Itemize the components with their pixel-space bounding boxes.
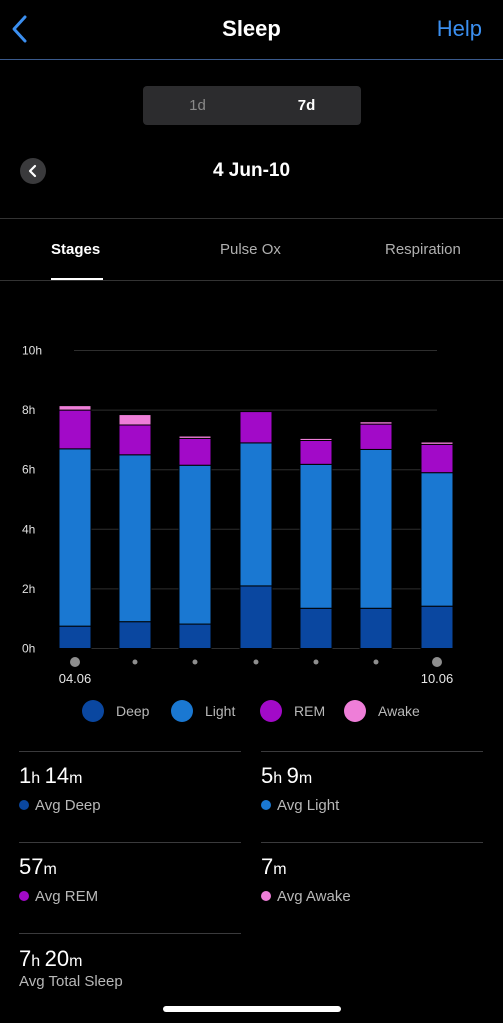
legend-swatch-rem	[260, 700, 282, 722]
x-axis-day-dot[interactable]	[132, 659, 138, 665]
bar-segment-deep[interactable]	[359, 607, 393, 649]
date-range-label: 4 Jun-10	[212, 160, 291, 181]
tab-stages[interactable]: Stages	[51, 241, 101, 258]
bar-segment-deep[interactable]	[239, 585, 273, 649]
deep-dot-icon	[19, 800, 29, 810]
tab-respiration[interactable]: Respiration	[385, 241, 461, 258]
bar-segment-rem[interactable]	[178, 437, 212, 466]
metric-tabs: Stages Pulse Ox Respiration	[0, 218, 503, 281]
bar-segment-awake[interactable]	[178, 435, 212, 439]
bar-segment-rem[interactable]	[420, 443, 454, 474]
stat-divider	[261, 751, 483, 752]
x-tick-label: 04.06	[59, 671, 92, 686]
bar-segment-rem[interactable]	[118, 424, 152, 456]
avg-total-sleep-label: Avg Total Sleep	[19, 973, 123, 990]
legend-swatch-awake	[344, 700, 366, 722]
previous-period-button[interactable]	[20, 158, 46, 184]
bar-segment-rem[interactable]	[359, 423, 393, 450]
y-tick-label: 10h	[22, 344, 42, 358]
y-tick-label: 2h	[22, 582, 35, 596]
legend-swatch-light	[171, 700, 193, 722]
bar-segment-light[interactable]	[58, 448, 92, 627]
legend-swatch-deep	[82, 700, 104, 722]
legend-label-deep: Deep	[116, 703, 150, 719]
bar-segment-light[interactable]	[299, 463, 333, 609]
avg-light-value: 5h 9m	[261, 763, 313, 788]
avg-total-sleep-value: 7h 20m	[19, 946, 83, 971]
avg-deep-value: 1h 14m	[19, 763, 83, 788]
x-axis-day-dot[interactable]	[253, 659, 259, 665]
bar-segment-light[interactable]	[118, 454, 152, 623]
chevron-left-icon	[28, 164, 37, 178]
legend-label-light: Light	[205, 703, 236, 719]
avg-awake-value: 7m	[261, 854, 287, 879]
bar-segment-awake[interactable]	[118, 414, 152, 426]
legend-label-rem: REM	[294, 703, 326, 719]
bar-segment-deep[interactable]	[58, 625, 92, 649]
x-axis-day-dot[interactable]	[373, 659, 379, 665]
chevron-left-icon	[12, 15, 27, 43]
y-tick-label: 8h	[22, 403, 35, 417]
stat-divider	[261, 842, 483, 843]
header: Sleep Help	[0, 0, 503, 60]
stat-divider	[19, 933, 241, 934]
bar-segment-awake[interactable]	[420, 441, 454, 445]
rem-dot-icon	[19, 891, 29, 901]
date-navigation: 4 Jun-10	[0, 155, 503, 189]
bar-segment-deep[interactable]	[118, 621, 152, 649]
stat-divider	[19, 751, 241, 752]
bar-segment-rem[interactable]	[299, 439, 333, 465]
awake-dot-icon	[261, 891, 271, 901]
avg-light-label: Avg Light	[261, 797, 339, 814]
bar-segment-awake[interactable]	[359, 421, 393, 425]
bar-segment-light[interactable]	[178, 464, 212, 625]
x-axis-day-dot[interactable]	[432, 657, 442, 667]
bar-segment-awake[interactable]	[58, 405, 92, 411]
y-tick-label: 6h	[22, 463, 35, 477]
help-link[interactable]: Help	[436, 16, 482, 41]
range-option-1d[interactable]: 1d	[189, 97, 206, 114]
stat-divider	[19, 842, 241, 843]
avg-awake-label: Avg Awake	[261, 888, 351, 905]
bar-segment-deep[interactable]	[420, 605, 454, 649]
bar-segment-awake[interactable]	[299, 437, 333, 441]
legend-label-awake: Awake	[378, 703, 420, 719]
home-indicator	[163, 1006, 341, 1012]
sleep-stages-chart: 0h 2h 4h 6h 8h 10h 04.06 10.06	[22, 344, 454, 686]
active-tab-indicator	[51, 278, 103, 280]
x-axis-day-dot[interactable]	[192, 659, 198, 665]
bar-segment-rem[interactable]	[239, 411, 273, 444]
bar-segment-light[interactable]	[239, 442, 273, 587]
page-title: Sleep	[222, 16, 281, 41]
bar-segment-light[interactable]	[359, 448, 393, 609]
chart-legend: Deep Light REM Awake	[0, 698, 503, 724]
bar-segment-deep[interactable]	[299, 607, 333, 649]
x-tick-label: 10.06	[421, 671, 454, 686]
range-option-7d[interactable]: 7d	[297, 97, 316, 114]
bar-segment-deep[interactable]	[178, 623, 212, 649]
avg-rem-label: Avg REM	[19, 888, 98, 905]
bar-segment-rem[interactable]	[58, 409, 92, 450]
tab-pulse-ox[interactable]: Pulse Ox	[220, 241, 281, 258]
back-button[interactable]	[8, 12, 32, 46]
range-toggle: 1d 7d	[143, 86, 361, 125]
light-dot-icon	[261, 800, 271, 810]
avg-rem-value: 57m	[19, 854, 57, 879]
y-tick-label: 0h	[22, 642, 35, 656]
y-tick-label: 4h	[22, 522, 35, 536]
x-axis-day-dot[interactable]	[313, 659, 319, 665]
avg-deep-label: Avg Deep	[19, 797, 101, 814]
x-axis-day-dot[interactable]	[70, 657, 80, 667]
bar-segment-light[interactable]	[420, 472, 454, 607]
